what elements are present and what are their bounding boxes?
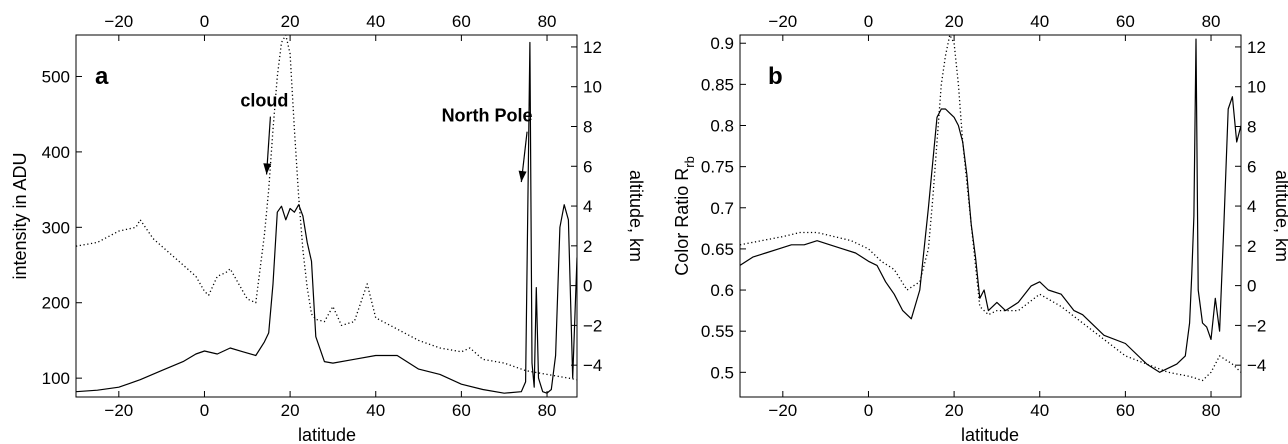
y2-tick-label-right-b-4: 4: [1247, 197, 1256, 216]
y2-tick-label-right-a-5: 6: [583, 157, 592, 176]
x-tick-label-top-b-2: 20: [945, 12, 964, 31]
x-tick-label-top-a-5: 80: [538, 12, 557, 31]
y-tick-label-left-a-1: 200: [42, 294, 70, 313]
x-tick-label-bottom-b-2: 20: [945, 401, 964, 420]
panel-label-a: a: [95, 63, 109, 90]
series-group-a: [76, 35, 577, 394]
y2-tick-label-right-a-1: −2: [583, 316, 602, 335]
solid-series-line-b: [740, 38, 1241, 373]
plot-frame-b: [739, 34, 1242, 398]
dotted-series-line-a: [76, 35, 577, 381]
x-tick-label-top-b-5: 80: [1202, 12, 1221, 31]
x-tick-label-bottom-b-4: 60: [1116, 401, 1135, 420]
y-tick-label-left-b-5: 0.75: [701, 158, 734, 177]
y2-tick-label-right-a-2: 0: [583, 277, 592, 296]
y-tick-label-left-a-0: 100: [42, 369, 70, 388]
y-ticks-left-a: 100 200 300 400 500: [42, 67, 82, 388]
y2-tick-label-right-b-5: 6: [1247, 157, 1256, 176]
x-tick-label-bottom-a-3: 40: [366, 401, 385, 420]
x-ticks-bottom-b: −20 0 20 40 60 80: [768, 391, 1220, 420]
y2-tick-label-right-a-6: 8: [583, 117, 592, 136]
x-tick-label-top-a-1: 0: [200, 12, 209, 31]
y-tick-label-left-b-8: 0.9: [710, 34, 734, 53]
x-tick-label-bottom-a-5: 80: [538, 401, 557, 420]
x-tick-label-bottom-a-0: −20: [104, 401, 133, 420]
panel-a: −20 0 20 40 60 80 −20 0 20 40 60 80 10020030040050…: [10, 12, 646, 444]
annotation-arrow-head-1: [518, 170, 527, 183]
x-tick-label-bottom-a-2: 20: [281, 401, 300, 420]
x-tick-label-top-a-4: 60: [452, 12, 471, 31]
x-tick-label-top-b-4: 60: [1116, 12, 1135, 31]
y-ticks-left-b: 0.5 0.55 0.6 0.65 0.7 0.75 0.8 0.85 0.9: [701, 34, 746, 382]
y-tick-label-left-b-4: 0.7: [710, 199, 734, 218]
panel-b: −20 0 20 40 60 80 −20 0 20 40 60 80 0.50.550.60.65…: [672, 12, 1288, 444]
y2-tick-label-right-a-7: 10: [583, 78, 602, 97]
y2-tick-label-right-b-0: −4: [1247, 356, 1266, 375]
y2-tick-label-right-b-7: 10: [1247, 78, 1266, 97]
y-ticks-right-a: −4 −2 0 2 4 6 8 10 12: [571, 38, 602, 375]
y2-tick-label-right-a-4: 4: [583, 197, 592, 216]
annotation-label-1: North Pole: [442, 106, 533, 126]
x-tick-label-bottom-a-4: 60: [452, 401, 471, 420]
x-ticks-top-a: −20 0 20 40 60 80: [104, 12, 556, 41]
annotation-label-0: cloud: [240, 91, 288, 111]
x-tick-label-bottom-a-1: 0: [200, 401, 209, 420]
y-ticks-right-b: −4 −2 0 2 4 6 8 10 12: [1235, 38, 1266, 375]
x-tick-label-bottom-b-0: −20: [768, 401, 797, 420]
y2-tick-label-right-a-3: 2: [583, 237, 592, 256]
y-tick-label-left-b-6: 0.8: [710, 117, 734, 136]
y2-tick-label-right-b-3: 2: [1247, 237, 1256, 256]
x-tick-label-bottom-b-3: 40: [1030, 401, 1049, 420]
x-axis-label-a: latitude: [298, 425, 356, 444]
annotations-a: cloud North Pole: [240, 91, 533, 183]
dotted-series-line-b: [740, 35, 1241, 382]
y2-axis-label-a: altitude, km: [626, 170, 646, 262]
y2-tick-label-right-b-6: 8: [1247, 117, 1256, 136]
y2-tick-label-right-a-8: 12: [583, 38, 602, 57]
x-tick-label-top-a-0: −20: [104, 12, 133, 31]
y-axis-label-b-subscript: rb: [682, 156, 697, 168]
y-tick-label-left-a-2: 300: [42, 218, 70, 237]
solid-series-line-a: [76, 41, 577, 394]
y-tick-label-left-b-0: 0.5: [710, 363, 734, 382]
y2-axis-label-b: altitude, km: [1272, 170, 1288, 262]
x-tick-label-top-b-0: −20: [768, 12, 797, 31]
y2-tick-label-right-b-1: −2: [1247, 316, 1266, 335]
x-tick-label-bottom-b-1: 0: [864, 401, 873, 420]
y-tick-label-left-a-3: 400: [42, 143, 70, 162]
y-tick-label-left-b-3: 0.65: [701, 240, 734, 259]
y2-tick-label-right-b-8: 12: [1247, 38, 1266, 57]
y-tick-label-left-a-4: 500: [42, 67, 70, 86]
y2-tick-label-right-a-0: −4: [583, 356, 602, 375]
y-axis-label-b: Color Ratio Rrb: [672, 156, 697, 276]
panel-label-b: b: [768, 63, 783, 90]
y-axis-label-b-main: Color Ratio R: [672, 168, 692, 276]
x-axis-label-b: latitude: [961, 425, 1019, 444]
x-ticks-top-b: −20 0 20 40 60 80: [768, 12, 1220, 41]
annotation-arrow-head-0: [263, 163, 272, 175]
y-tick-label-left-b-7: 0.85: [701, 75, 734, 94]
x-tick-label-top-b-3: 40: [1030, 12, 1049, 31]
x-tick-label-bottom-b-5: 80: [1202, 401, 1221, 420]
series-group-b: [740, 35, 1241, 382]
x-tick-label-top-b-1: 0: [864, 12, 873, 31]
x-tick-label-top-a-3: 40: [366, 12, 385, 31]
y-tick-label-left-b-1: 0.55: [701, 322, 734, 341]
y2-tick-label-right-b-2: 0: [1247, 277, 1256, 296]
y-tick-label-left-b-2: 0.6: [710, 281, 734, 300]
y-axis-label-a: intensity in ADU: [10, 152, 30, 279]
plot-frame-a: [75, 34, 578, 398]
x-ticks-bottom-a: −20 0 20 40 60 80: [104, 391, 556, 420]
x-tick-label-top-a-2: 20: [281, 12, 300, 31]
